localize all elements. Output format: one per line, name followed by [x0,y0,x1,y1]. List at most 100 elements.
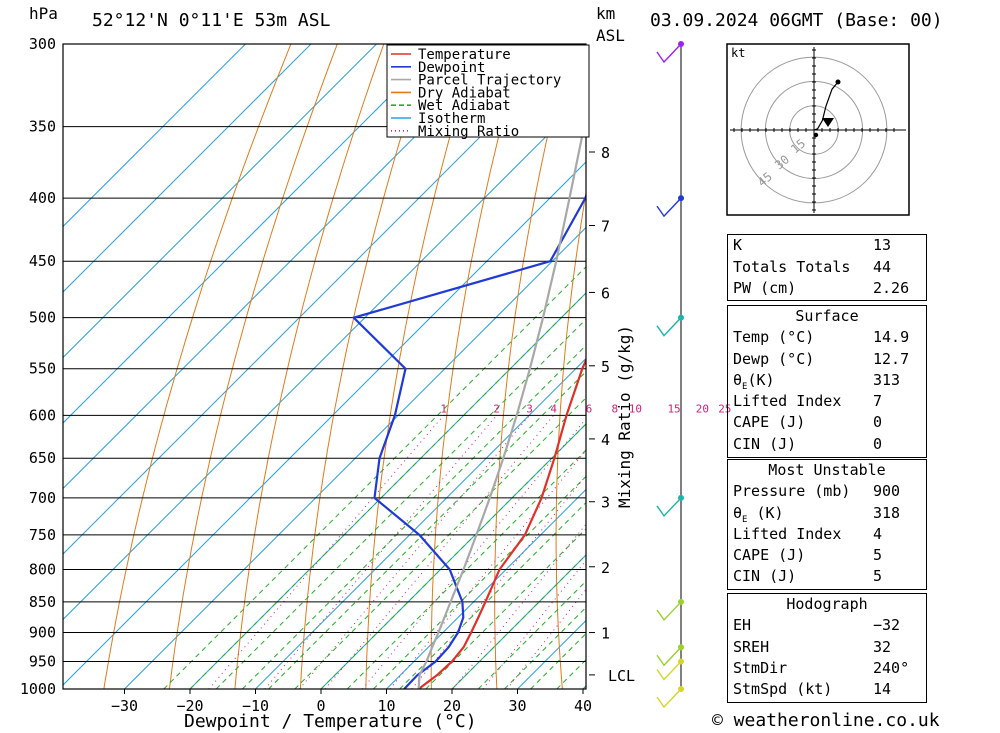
wet-adiabat-line [425,528,586,689]
isotherm-line [63,161,586,686]
legend-entry: Dewpoint [418,60,485,76]
mu-li-label: Lifted Index [733,524,842,543]
legend-entry: Dry Adiabat [418,85,511,101]
km-tick-label: LCL [608,667,635,685]
surface-cin-value: 0 [873,434,883,453]
temp-tick-label: −20 [176,697,203,715]
surface-temp-label: Temp (°C) [733,328,815,347]
surface-title: Surface [795,307,859,325]
dry-adiabat-line [494,44,570,689]
eh-label: EH [733,616,752,635]
sreh-value: 32 [873,637,892,656]
surface-dewp-value: 12.7 [873,349,910,368]
storm-motion-marker [822,118,834,127]
legend-entry: Wet Adiabat [418,98,511,114]
km-tick-label: 3 [601,494,610,512]
totals-label: Totals Totals [733,257,851,276]
pressure-tick-label: 650 [29,449,56,467]
mixing-ratio-label: 10 [629,402,642,415]
isotherm-line [63,95,586,621]
mu-li-value: 4 [873,524,883,543]
copyright-footer[interactable]: © weatheronline.co.uk [712,710,940,731]
datetime-title: 03.09.2024 06GMT (Base: 00) [650,10,943,31]
wet-adiabat-line [477,580,586,689]
hodograph-table-title: Hodograph [786,595,868,613]
dry-adiabat-line [430,44,524,689]
mixing-ratio-line [389,449,586,689]
wind-barb [656,43,682,64]
wind-barb [656,601,682,622]
hodograph-table: Hodograph EH −32 SREH 32 StmDir 240° StmSpd… [727,593,927,703]
totals-value: 44 [873,257,892,276]
isotherm-line [63,44,377,359]
mu-pressure-value: 900 [873,482,901,501]
temp-tick-label: −10 [242,697,269,715]
dry-adiabat-line [938,44,1000,689]
x-axis-label: Dewpoint / Temperature (°C) [184,711,477,732]
wet-adiabat-line [504,606,586,689]
mixing-ratio-label: 6 [586,402,593,415]
stmspd-label: StmSpd (kt) [733,680,833,699]
km-tick-label: 1 [601,625,610,643]
pressure-tick-label: 850 [29,593,56,611]
mixing-ratio-axis-label: Mixing Ratio (g/kg) [615,325,634,508]
mixing-ratio-label: 15 [667,402,680,415]
isotherm-line [63,44,443,424]
pressure-tick-label: 550 [29,360,56,378]
location-title: 52°12'N 0°11'E 53m ASL [92,10,331,31]
mixing-ratio-label: 25 [718,402,731,415]
mixing-ratio-label: 8 [611,402,618,415]
dry-adiabat-line [986,44,1000,689]
mu-cin-label: CIN (J) [733,567,797,586]
wind-barb [656,317,682,337]
surface-cape-label: CAPE (J) [733,413,806,432]
isotherm-line [451,554,586,689]
hodograph-unit: kt [731,46,745,60]
dry-adiabat-line [234,44,385,689]
wind-barb [656,646,682,667]
pressure-tick-label: 800 [29,560,56,578]
temperature-line [417,357,586,689]
legend-entry: Parcel Trajectory [418,73,561,89]
legend-entry: Temperature [418,47,511,63]
eh-value: −32 [873,616,901,635]
mixing-ratio-label: 20 [696,402,709,415]
temp-tick-label: 20 [443,697,461,715]
pressure-tick-label: 600 [29,406,56,424]
temp-tick-label: 0 [316,697,325,715]
surface-cape-value: 0 [873,413,883,432]
wind-barb [656,661,682,681]
mixing-ratio-label: 4 [550,402,557,415]
km-unit: km [596,4,616,23]
mixing-ratio-line [452,523,586,689]
most-unstable-title: Most Unstable [768,461,886,479]
mu-cape-label: CAPE (J) [733,546,806,565]
asl-unit: ASL [596,26,625,45]
pw-value: 2.26 [873,279,910,297]
mixing-ratio-line [482,559,586,689]
surface-theta-label: θE(K) [733,370,775,392]
isotherm-line [63,44,574,555]
km-tick-label: 2 [601,559,610,577]
legend-entry: Mixing Ratio [418,124,519,140]
stmdir-value: 240° [873,658,910,677]
surface-dewp-label: Dewp (°C) [733,349,815,368]
stmdir-label: StmDir [733,658,788,677]
pressure-tick-label: 500 [29,309,56,327]
surface-table: Surface Temp (°C) 14.9 Dewp (°C) 12.7 θE(K… [727,305,927,458]
pressure-tick-label: 700 [29,489,56,507]
temp-tick-label: −30 [111,697,138,715]
pressure-tick-label: 1000 [20,680,56,698]
isotherm-line [63,44,312,293]
pressure-tick-label: 950 [29,653,56,671]
dewpoint-line [351,193,586,689]
isotherm-line [63,44,246,228]
temp-tick-label: 30 [508,697,526,715]
temp-tick-label: 10 [377,697,395,715]
pressure-tick-label: 400 [29,189,56,207]
hodograph-origin-dot [813,132,819,138]
wet-adiabat-line [373,475,586,689]
wind-barb [656,688,682,709]
most-unstable-table: Most Unstable Pressure (mb) 900 θE (K) 318… [727,459,927,590]
